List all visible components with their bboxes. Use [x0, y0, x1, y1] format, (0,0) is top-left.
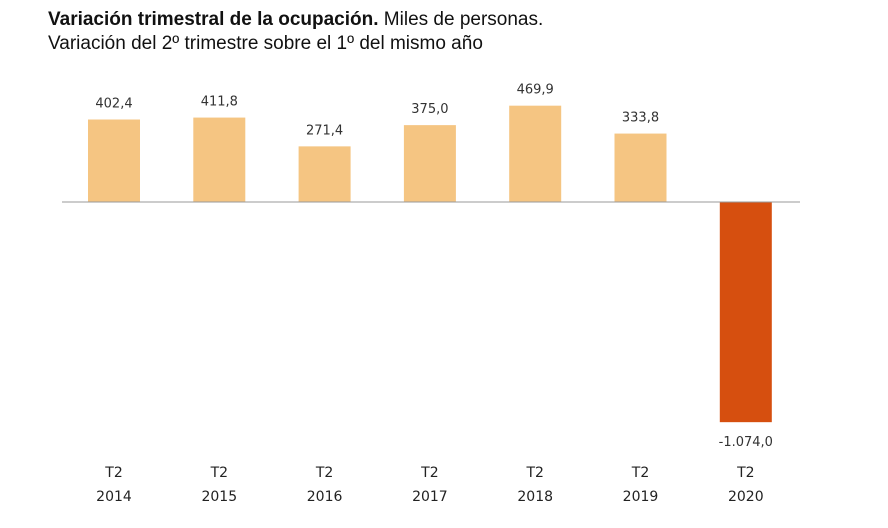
bar-1: [193, 117, 246, 202]
tick-label-3-line1: T2: [420, 465, 438, 481]
tick-label-0-line2: 2014: [96, 489, 132, 505]
tick-label-2-line1: T2: [315, 465, 333, 481]
data-label-2: 271,4: [306, 123, 343, 138]
bar-2: [298, 146, 351, 202]
data-label-3: 375,0: [411, 102, 448, 117]
tick-label-6-line2: 2020: [728, 489, 764, 505]
tick-label-1-line1: T2: [210, 465, 228, 481]
tick-label-5-line2: 2019: [623, 489, 659, 505]
tick-label-5-line1: T2: [631, 465, 649, 481]
data-label-5: 333,8: [622, 111, 659, 126]
data-label-6: -1.074,0: [719, 435, 773, 450]
tick-label-4-line2: 2018: [517, 489, 553, 505]
bar-0: [88, 119, 140, 202]
chart-title: Variación trimestral de la ocupación. Mi…: [48, 8, 543, 32]
tick-label-6-line1: T2: [736, 465, 754, 481]
data-label-4: 469,9: [517, 83, 554, 98]
bar-3: [403, 125, 456, 202]
tick-label-1-line2: 2015: [201, 489, 237, 505]
bar-6: [719, 202, 772, 423]
bar-4: [509, 105, 562, 202]
data-label-0: 402,4: [95, 97, 132, 112]
tick-label-3-line2: 2017: [412, 489, 448, 505]
tick-label-0-line1: T2: [104, 465, 122, 481]
chart-subtitle: Variación del 2º trimestre sobre el 1º d…: [48, 33, 483, 54]
chart-title-block: Variación trimestral de la ocupación. Mi…: [48, 8, 543, 56]
chart-title-bold: Variación trimestral de la ocupación.: [48, 9, 379, 30]
data-label-1: 411,8: [201, 95, 238, 110]
tick-label-2-line2: 2016: [307, 489, 343, 505]
chart-title-normal: Miles de personas.: [383, 9, 544, 30]
bar-5: [614, 133, 667, 202]
tick-label-4-line1: T2: [525, 465, 543, 481]
